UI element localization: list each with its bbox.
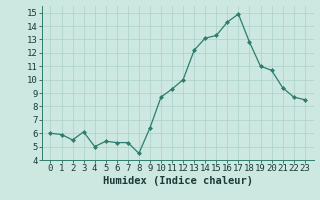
X-axis label: Humidex (Indice chaleur): Humidex (Indice chaleur) — [103, 176, 252, 186]
